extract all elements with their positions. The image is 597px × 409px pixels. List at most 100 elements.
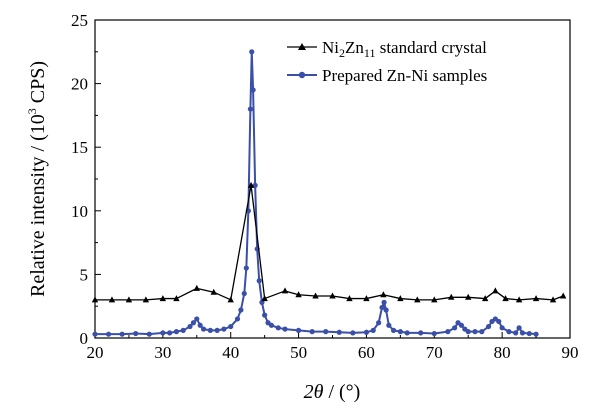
data-point: [431, 296, 438, 303]
data-point: [160, 330, 166, 336]
data-point: [532, 295, 540, 302]
data-point: [513, 330, 519, 336]
y-axis-label-post: CPS): [27, 61, 49, 108]
data-point: [125, 296, 133, 303]
data-point: [194, 316, 200, 322]
x-tick-label: 80: [494, 343, 511, 362]
data-point: [247, 181, 255, 188]
data-point: [323, 329, 329, 335]
data-point: [458, 322, 465, 328]
legend-marker-circle: [298, 71, 306, 79]
data-point: [262, 312, 268, 318]
data-point: [228, 323, 234, 330]
x-tick-label: 20: [87, 343, 104, 362]
data-point: [210, 288, 217, 295]
series-line: [95, 50, 537, 336]
data-point: [173, 329, 180, 335]
y-axis-label-pre: Relative intensity / (10: [27, 114, 49, 297]
data-point: [485, 323, 492, 330]
data-point: [376, 320, 382, 326]
legend-ni: Ni: [322, 38, 339, 57]
data-point: [363, 295, 370, 302]
data-point: [241, 290, 247, 297]
data-point: [472, 329, 478, 335]
legend-ni-sub: 2: [339, 46, 345, 60]
data-point: [190, 320, 196, 326]
data-point: [414, 296, 421, 303]
data-point: [404, 330, 410, 336]
series-standard-crystal: [91, 181, 567, 303]
data-point: [492, 287, 499, 294]
x-tick-label: 90: [562, 343, 579, 362]
data-point: [227, 296, 234, 303]
y-tick-label: 20: [71, 75, 88, 94]
data-point: [370, 327, 376, 333]
data-point: [465, 293, 472, 300]
data-point: [252, 182, 258, 188]
data-point: [234, 316, 241, 322]
x-tick-label: 30: [154, 343, 171, 362]
data-point: [549, 296, 557, 303]
y-axis-label-sup: 3: [25, 108, 39, 114]
y-tick-label: 5: [80, 265, 89, 284]
data-point: [92, 331, 98, 337]
data-point: [380, 291, 387, 298]
x-tick-label: 60: [358, 343, 375, 362]
data-point: [379, 304, 385, 311]
data-point: [390, 327, 397, 333]
x-tick-label: 50: [290, 343, 307, 362]
data-point: [250, 87, 256, 93]
data-point: [448, 293, 455, 300]
data-point: [119, 331, 125, 337]
legend-label-standard: Ni2Zn11 standard crystal: [322, 38, 487, 60]
data-point: [256, 278, 262, 284]
data-point: [397, 295, 404, 302]
data-point: [519, 330, 526, 336]
data-point: [499, 325, 505, 331]
legend: Ni2Zn11 standard crystal Prepared Zn-Ni …: [287, 38, 487, 85]
data-point: [496, 318, 502, 325]
legend-marker-triangle: [298, 43, 306, 50]
series-layer: [91, 49, 567, 337]
data-point: [350, 330, 356, 336]
data-point: [221, 326, 227, 332]
x-axis-label: 2θ / (°): [304, 381, 361, 403]
data-point: [386, 322, 392, 328]
legend-zn-sub: 11: [364, 46, 376, 60]
data-point: [108, 296, 116, 303]
data-point: [336, 329, 342, 335]
data-point: [268, 322, 275, 328]
data-point: [173, 295, 180, 302]
data-point: [214, 327, 220, 333]
y-tick-label: 25: [71, 11, 88, 30]
data-point: [167, 330, 173, 336]
data-point: [281, 287, 289, 294]
y-tick-label: 15: [71, 138, 88, 157]
data-point: [506, 329, 512, 335]
legend-standard-rest: standard crystal: [375, 38, 487, 57]
y-tick-label: 10: [71, 202, 88, 221]
data-point: [383, 307, 389, 313]
data-point: [261, 295, 268, 302]
y-axis-label: Relative intensity / (103 CPS): [25, 61, 49, 297]
data-point: [295, 291, 302, 298]
data-point: [560, 292, 567, 299]
data-point: [397, 329, 403, 335]
data-point: [526, 330, 532, 337]
legend-zn: Zn: [345, 38, 364, 57]
series-line: [95, 184, 564, 301]
data-point: [142, 296, 150, 303]
series-prepared-samples: [92, 49, 539, 337]
data-point: [91, 296, 99, 303]
data-point: [187, 323, 193, 330]
data-point: [243, 265, 249, 271]
data-point: [445, 329, 451, 335]
data-point: [452, 325, 458, 331]
x-axis-symbol: 2θ: [304, 381, 324, 403]
data-point: [533, 331, 539, 337]
data-point: [207, 327, 213, 333]
data-point: [180, 327, 186, 333]
data-point: [193, 284, 200, 291]
legend-label-prepared: Prepared Zn-Ni samples: [322, 66, 487, 85]
